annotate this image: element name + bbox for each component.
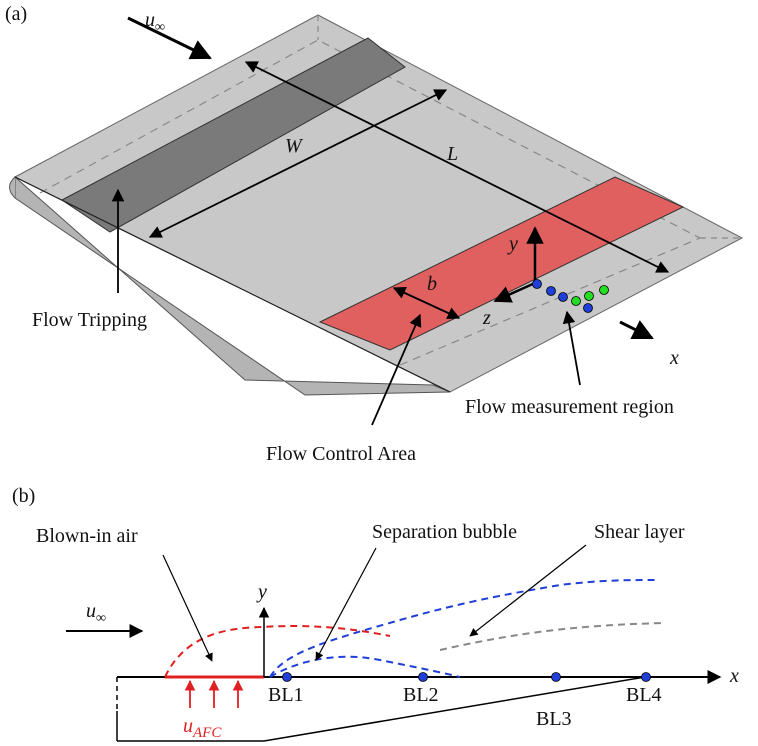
x-axis-label-b: x xyxy=(729,665,739,687)
probe-dot xyxy=(532,279,542,289)
freestream-label-b: u∞ xyxy=(86,600,106,626)
flow-control-pointer xyxy=(371,313,422,426)
probe-dot xyxy=(546,286,556,296)
shear-layer-upper xyxy=(269,579,656,678)
x-direction-arrow xyxy=(619,320,654,340)
gray-shear-line xyxy=(439,622,666,651)
probe-dot-green xyxy=(599,285,609,295)
panel-b-tag: (b) xyxy=(12,485,35,507)
probe-dot xyxy=(583,303,593,313)
panel-a: (a) u∞ W L b y z xyxy=(5,3,744,465)
probe-dot xyxy=(558,292,568,302)
y-axis-label-b: y xyxy=(256,581,267,603)
bl1-label: BL1 xyxy=(268,684,304,706)
blown-in-air-label: Blown-in air xyxy=(36,525,138,547)
flow-control-label: Flow Control Area xyxy=(266,443,416,465)
z-axis-arrow xyxy=(493,281,536,303)
shear-layer-label: Shear layer xyxy=(594,521,685,543)
probe-dot-green xyxy=(571,296,581,306)
afc-velocity-label: uAFC xyxy=(183,715,222,741)
bl2-label: BL2 xyxy=(403,684,439,706)
separation-bubble-line xyxy=(269,655,461,678)
blown-air-boundary xyxy=(164,625,391,678)
flow-measurement-pointer xyxy=(562,310,581,386)
bl3-dot xyxy=(551,672,561,682)
x-direction-label: x xyxy=(669,347,679,369)
flow-measurement-label: Flow measurement region xyxy=(465,396,674,418)
panel-b: (b) x uAFC y u∞ BL1 BL2 BL3 xyxy=(12,485,739,742)
length-dimension xyxy=(244,61,670,273)
bl1-dot xyxy=(282,672,292,682)
y-axis-label: y xyxy=(507,233,518,255)
probe-dot-green xyxy=(584,291,594,301)
control-width-dimension xyxy=(392,287,461,319)
blown-in-air-pointer xyxy=(162,554,213,662)
z-axis-label: z xyxy=(482,307,491,329)
body-taper xyxy=(263,676,646,742)
flow-tripping-label: Flow Tripping xyxy=(32,309,147,331)
bl4-label: BL4 xyxy=(626,684,662,706)
separation-bubble-pointer xyxy=(315,547,377,661)
front-edge xyxy=(14,176,451,393)
width-label: W xyxy=(285,135,304,157)
shear-layer-pointer xyxy=(469,544,587,637)
bl4-dot xyxy=(641,672,651,682)
bl2-dot xyxy=(418,672,428,682)
length-label: L xyxy=(446,143,458,165)
panel-a-tag: (a) xyxy=(5,3,27,25)
freestream-arrow xyxy=(127,16,212,60)
freestream-label: u∞ xyxy=(145,9,165,35)
bl3-label: BL3 xyxy=(536,708,572,730)
separation-bubble-label: Separation bubble xyxy=(372,521,517,543)
leading-edge xyxy=(9,176,16,199)
control-width-label: b xyxy=(427,273,437,295)
